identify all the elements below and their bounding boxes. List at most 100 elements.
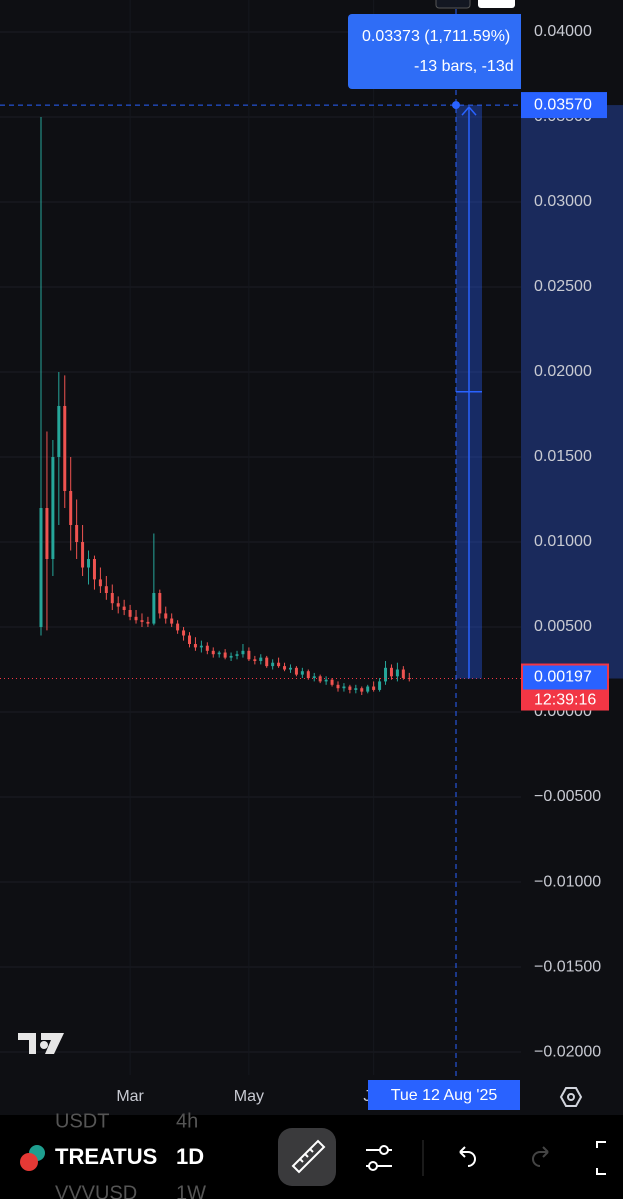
symbol-name[interactable]: USDT: [55, 1110, 109, 1132]
candle-body: [384, 667, 388, 682]
symbol-interval[interactable]: 1W: [176, 1182, 206, 1199]
price-axis-range: [521, 105, 623, 679]
candle-body: [378, 681, 382, 690]
candle-body: [69, 491, 73, 526]
candle-body: [247, 650, 251, 660]
candle-body: [116, 603, 120, 607]
candle-body: [342, 686, 346, 689]
y-tick-label: 0.01500: [534, 448, 592, 465]
candle-body: [253, 659, 257, 662]
candle-body: [75, 525, 79, 543]
candle-body: [152, 593, 156, 624]
candle-body: [199, 645, 203, 648]
y-tick-label: 0.02000: [534, 363, 592, 380]
candle-body: [182, 630, 186, 636]
candle-body: [92, 559, 96, 580]
sliders-knob: [368, 1161, 378, 1171]
countdown-box: [521, 690, 609, 711]
candle-body: [306, 671, 310, 679]
measure-text: -13 bars, -13d: [414, 58, 514, 75]
candle-body: [146, 621, 150, 624]
redo-icon[interactable]: [532, 1146, 549, 1167]
candle-body: [98, 579, 102, 587]
candle-body: [366, 686, 370, 692]
y-tick-label: −0.01000: [534, 873, 601, 890]
candle-body: [372, 686, 376, 690]
candle-body: [51, 456, 55, 560]
measure-text: 0.03373 (1,711.59%): [362, 28, 510, 45]
candle-body: [170, 618, 174, 624]
candle-body: [211, 650, 215, 655]
measure-tooltip: [348, 14, 528, 89]
candle-body: [259, 657, 263, 662]
candle-body: [63, 405, 67, 492]
ruler-icon: [291, 1139, 326, 1174]
countdown: 12:39:16: [534, 692, 596, 709]
candle-body: [395, 669, 399, 677]
candle-body: [164, 613, 168, 619]
candle-body: [288, 667, 292, 670]
measure-arrowhead: [461, 105, 477, 116]
last-price: 0.00197: [534, 669, 592, 686]
last-price-box: [521, 663, 609, 692]
crosshair-date-box: [368, 1080, 520, 1110]
candle-body: [140, 620, 144, 622]
crosshair-price-box: [521, 92, 607, 119]
candle-body: [205, 645, 209, 651]
candle-body: [87, 559, 91, 568]
candle-body: [235, 654, 239, 656]
crosshair-date: Tue 12 Aug '25: [391, 1087, 498, 1104]
symbol-icon: [20, 1153, 38, 1171]
candle-body: [271, 662, 275, 667]
fullscreen-icon[interactable]: [596, 1141, 606, 1175]
candle-body: [57, 405, 61, 457]
candle-body: [193, 644, 197, 648]
y-tick-label: 0.01000: [534, 533, 592, 550]
candle-body: [110, 593, 114, 604]
symbol-name[interactable]: TREATUS: [55, 1144, 157, 1169]
candle-body: [176, 623, 180, 631]
x-tick-label: Mar: [116, 1088, 144, 1105]
candle-body: [128, 610, 132, 617]
candle-body: [223, 652, 227, 658]
candle-body: [39, 508, 43, 628]
sliders-knob: [379, 1145, 389, 1155]
candle-body: [188, 635, 191, 645]
x-tick-label: May: [234, 1088, 264, 1105]
candle-body: [401, 669, 405, 679]
candle-body: [277, 662, 281, 667]
top-button[interactable]: [435, 0, 471, 9]
candle-body: [283, 666, 287, 670]
symbol-name[interactable]: VVVUSD: [55, 1182, 137, 1199]
candle-body: [324, 679, 328, 682]
candle-body: [229, 655, 233, 658]
y-tick-label: 0.04000: [534, 23, 592, 40]
crosshair-dot: [452, 101, 460, 110]
candle-body: [330, 679, 334, 685]
candle-body: [158, 593, 162, 614]
candle-body: [122, 606, 126, 611]
candle-body: [354, 688, 358, 690]
candle-body: [300, 671, 304, 675]
crosshair-price: 0.03570: [534, 96, 592, 113]
y-tick-label: 0.03000: [534, 193, 592, 210]
y-tick-label: 0.00500: [534, 618, 592, 635]
logo: [18, 1033, 64, 1054]
candle-body: [336, 684, 340, 689]
symbol-interval[interactable]: 4h: [176, 1110, 198, 1132]
candle-body: [312, 676, 316, 679]
candle-body: [360, 688, 364, 692]
undo-icon[interactable]: [459, 1146, 476, 1167]
top-button[interactable]: [478, 0, 515, 8]
settings-icon[interactable]: [559, 1087, 583, 1107]
y-tick-label: −0.00500: [534, 788, 601, 805]
candle-body: [134, 616, 138, 621]
candle-body: [81, 542, 85, 568]
symbol-interval[interactable]: 1D: [176, 1144, 204, 1169]
candle-body: [294, 667, 298, 675]
candle-body: [265, 657, 269, 667]
candle-body: [348, 686, 352, 690]
logo-dot: [40, 1041, 48, 1049]
